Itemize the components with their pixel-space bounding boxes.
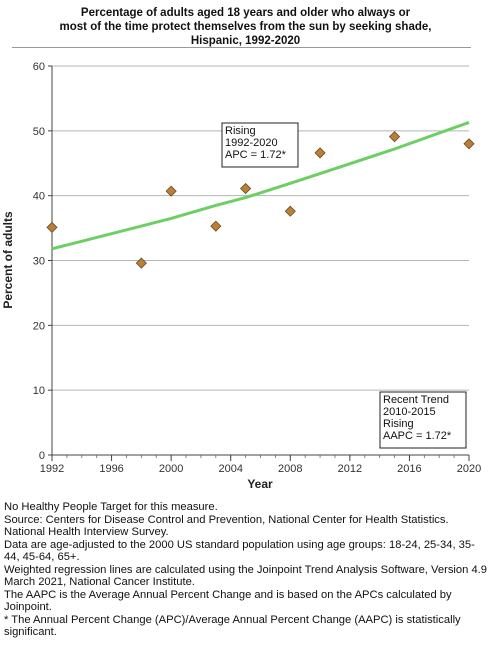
chart-title: Percentage of adults aged 18 years and o… bbox=[20, 6, 471, 48]
x-tick-label: 1996 bbox=[99, 463, 123, 475]
data-point bbox=[388, 131, 401, 143]
annotation-line: Rising bbox=[225, 125, 256, 137]
data-point bbox=[46, 221, 58, 234]
x-tick-label: 2012 bbox=[338, 463, 362, 475]
footnote-source: Source: Centers for Disease Control and … bbox=[4, 513, 449, 539]
annotation-box bbox=[379, 391, 467, 449]
footnote-significance: * The Annual Percent Change (APC)/Averag… bbox=[4, 613, 461, 639]
gridlines bbox=[52, 65, 469, 391]
data-point bbox=[314, 147, 326, 159]
title-divider bbox=[12, 47, 471, 48]
data-point bbox=[240, 182, 252, 195]
y-tick-label: 0 bbox=[39, 450, 45, 462]
x-tick-label: 2000 bbox=[159, 463, 183, 475]
y-axis-label: Percent of adults bbox=[1, 211, 15, 309]
y-tick-label: 20 bbox=[33, 320, 45, 332]
data-point bbox=[135, 257, 147, 269]
y-tick-label: 60 bbox=[33, 61, 45, 73]
chart-title-line: Hispanic, 1992-2020 bbox=[190, 35, 301, 47]
chart-title-line: Percentage of adults aged 18 years and o… bbox=[80, 7, 411, 19]
x-tick-label: 2016 bbox=[397, 463, 421, 475]
x-tick-label: 2004 bbox=[218, 463, 242, 475]
annotation-line: 1992-2020 bbox=[225, 137, 278, 149]
x-ticks: 1992 1996 2000 2004 2008 2012 2016 2020 bbox=[40, 455, 481, 475]
data-point bbox=[463, 138, 475, 150]
annotation-box bbox=[221, 122, 299, 168]
annotation-line: Recent Trend bbox=[383, 394, 449, 406]
data-point bbox=[165, 185, 177, 197]
annotation-line: Rising bbox=[383, 418, 414, 430]
y-tick-label: 40 bbox=[33, 191, 45, 203]
footnote-aapc: The AAPC is the Average Annual Percent C… bbox=[4, 588, 452, 614]
y-tick-label: 50 bbox=[33, 126, 45, 138]
data-point bbox=[210, 220, 222, 232]
data-point bbox=[284, 205, 296, 217]
y-tick-label: 10 bbox=[33, 385, 45, 397]
footnote-age-adjust: Data are age-adjusted to the 2000 US sta… bbox=[4, 538, 475, 564]
chart-svg: 0 10 20 30 40 50 60 1992 1996 2000 2004 2008 2012 20… bbox=[1, 61, 481, 491]
y-tick-label: 30 bbox=[33, 256, 45, 268]
footnotes: No Healthy People Target for this measur… bbox=[4, 501, 490, 639]
x-tick-label: 2008 bbox=[278, 463, 302, 475]
annotation-line: AAPC = 1.72* bbox=[383, 430, 452, 442]
annotation-line: APC = 1.72* bbox=[225, 149, 287, 161]
chart-title-line: most of the time protect themselves from… bbox=[59, 21, 432, 33]
y-ticks: 0 10 20 30 40 50 60 bbox=[33, 61, 52, 462]
x-tick-label: 2020 bbox=[457, 463, 481, 475]
annotation-line: 2010-2015 bbox=[383, 406, 436, 418]
footnote-regression: Weighted regression lines are calculated… bbox=[4, 563, 487, 589]
footnote-target: No Healthy People Target for this measur… bbox=[4, 501, 218, 513]
x-axis-label: Year bbox=[247, 477, 273, 491]
trend-line bbox=[51, 120, 470, 251]
x-tick-label: 1992 bbox=[40, 463, 64, 475]
chart-marks bbox=[46, 120, 475, 269]
